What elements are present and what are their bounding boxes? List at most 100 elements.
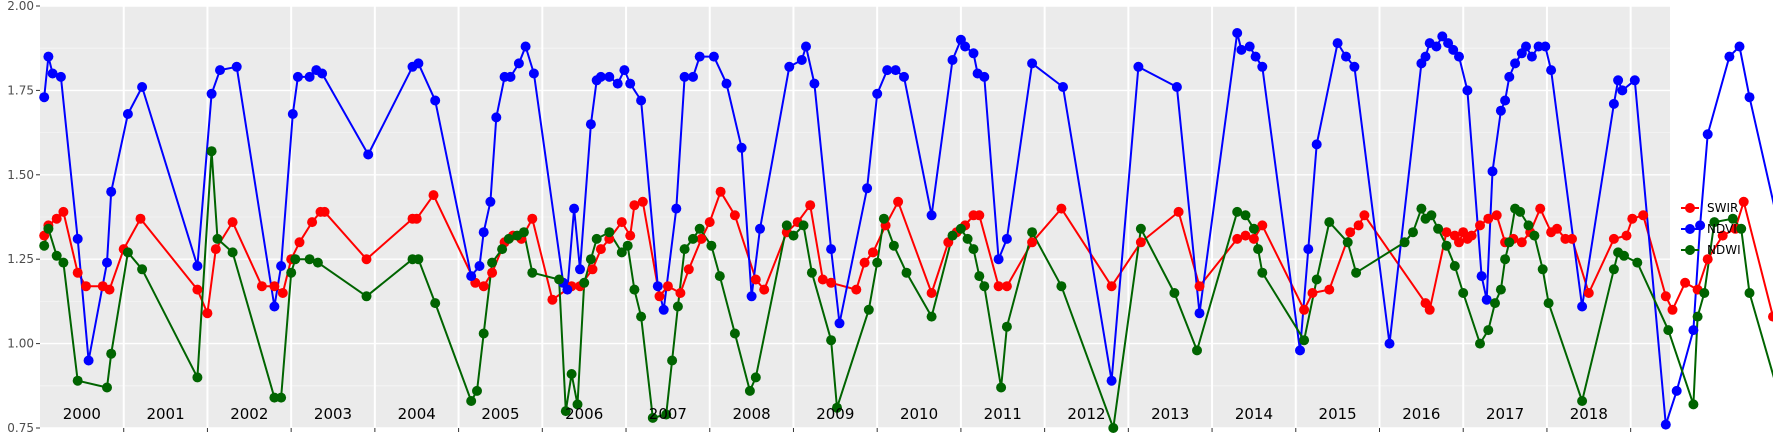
data-point-ndwi (1744, 288, 1755, 298)
data-point-ndvi (1695, 220, 1706, 231)
data-point-swir (1466, 230, 1477, 241)
data-point-ndwi (750, 372, 761, 383)
data-point-swir (974, 210, 985, 221)
data-point-ndwi (694, 223, 705, 234)
data-point-swir (826, 277, 837, 288)
data-point-swir (805, 200, 816, 211)
data-point-ndvi (1613, 75, 1624, 86)
data-point-swir (1359, 210, 1370, 221)
data-point-swir (1135, 237, 1146, 248)
data-point-swir (192, 284, 203, 295)
year-label: 2015 (1319, 405, 1357, 423)
data-point-ndvi (276, 261, 287, 271)
data-point-ndvi (1448, 44, 1459, 55)
data-point-ndwi (413, 254, 424, 265)
data-point-ndwi (1248, 223, 1259, 234)
data-point-ndwi (1577, 396, 1588, 406)
data-point-ndvi (708, 51, 719, 62)
data-point-ndvi (1500, 95, 1511, 106)
data-point-ndwi (227, 247, 238, 258)
data-point-ndvi (1420, 51, 1431, 62)
data-point-ndwi (1543, 298, 1554, 309)
data-point-ndvi (1236, 44, 1247, 55)
data-point-ndvi (872, 88, 883, 99)
data-point-ndvi (1027, 58, 1038, 69)
data-point-ndvi (926, 210, 937, 221)
data-point-ndwi (996, 382, 1007, 393)
data-point-ndwi (1500, 254, 1511, 265)
data-point-swir (595, 244, 606, 255)
data-point-ndwi (744, 385, 755, 396)
data-point-ndwi (1727, 213, 1738, 224)
data-point-ndwi (527, 267, 538, 278)
data-point-ndvi (890, 65, 901, 76)
data-point-ndwi (888, 240, 899, 251)
data-point-ndwi (1324, 217, 1335, 228)
year-label: 2004 (398, 405, 436, 423)
data-point-ndvi (1702, 129, 1713, 140)
data-point-ndvi (604, 71, 615, 82)
data-point-swir (729, 210, 740, 221)
data-point-swir (210, 244, 221, 255)
data-point-ndwi (863, 304, 874, 315)
data-point-ndwi (1458, 288, 1469, 298)
data-point-swir (72, 267, 83, 278)
data-point-ndvi (862, 183, 873, 194)
data-point-ndwi (1495, 284, 1506, 295)
data-point-ndwi (192, 372, 203, 383)
data-point-ndvi (585, 119, 596, 130)
data-point-ndvi (1106, 375, 1117, 386)
data-point-ndvi (1671, 385, 1682, 396)
data-point-ndvi (55, 71, 66, 82)
data-point-ndwi (560, 406, 571, 417)
data-point-ndwi (1449, 261, 1460, 271)
data-point-swir (81, 281, 91, 292)
data-point-ndwi (688, 233, 698, 244)
data-point-swir (1345, 227, 1356, 238)
data-point-ndvi (1244, 41, 1255, 52)
data-point-swir (294, 237, 305, 248)
data-point-ndwi (604, 227, 615, 238)
data-point-ndwi (1253, 244, 1264, 255)
data-point-swir (625, 230, 636, 241)
data-point-ndwi (487, 257, 498, 268)
data-point-ndvi (413, 58, 424, 69)
data-point-swir (1483, 213, 1494, 224)
data-point-ndwi (832, 402, 842, 413)
data-point-swir (1056, 203, 1067, 214)
data-point-ndvi (575, 264, 585, 275)
data-point-ndvi (269, 301, 280, 312)
data-point-ndwi (518, 227, 529, 238)
data-point-ndwi (39, 240, 50, 251)
data-point-swir (1491, 210, 1502, 221)
data-point-ndvi (430, 95, 441, 106)
data-point-ndvi (746, 291, 757, 302)
data-point-swir (1424, 304, 1435, 315)
year-label: 2003 (314, 405, 352, 423)
data-point-ndwi (947, 230, 958, 241)
data-point-ndvi (636, 95, 647, 106)
data-point-ndvi (1001, 233, 1012, 244)
data-point-ndvi (1232, 28, 1243, 38)
data-point-swir (1324, 284, 1335, 295)
data-point-swir (654, 291, 665, 302)
data-point-ndwi (979, 281, 990, 292)
data-point-swir (851, 284, 862, 295)
data-point-swir (1738, 196, 1749, 207)
data-point-ndwi (591, 233, 602, 244)
year-label: 2012 (1067, 405, 1105, 423)
data-point-swir (587, 264, 598, 275)
data-point-ndvi (1734, 41, 1745, 52)
data-point-ndvi (834, 318, 845, 329)
data-point-ndvi (652, 281, 663, 292)
data-point-swir (1717, 230, 1728, 241)
data-point-swir (1552, 223, 1562, 234)
data-point-swir (1299, 304, 1310, 315)
data-point-ndvi (83, 355, 94, 366)
data-point-swir (1627, 213, 1638, 224)
data-point-ndwi (1608, 264, 1619, 275)
data-point-ndvi (784, 61, 795, 72)
data-point-ndvi (1487, 166, 1498, 177)
data-point-swir (750, 274, 761, 285)
data-point-ndvi (474, 261, 485, 271)
